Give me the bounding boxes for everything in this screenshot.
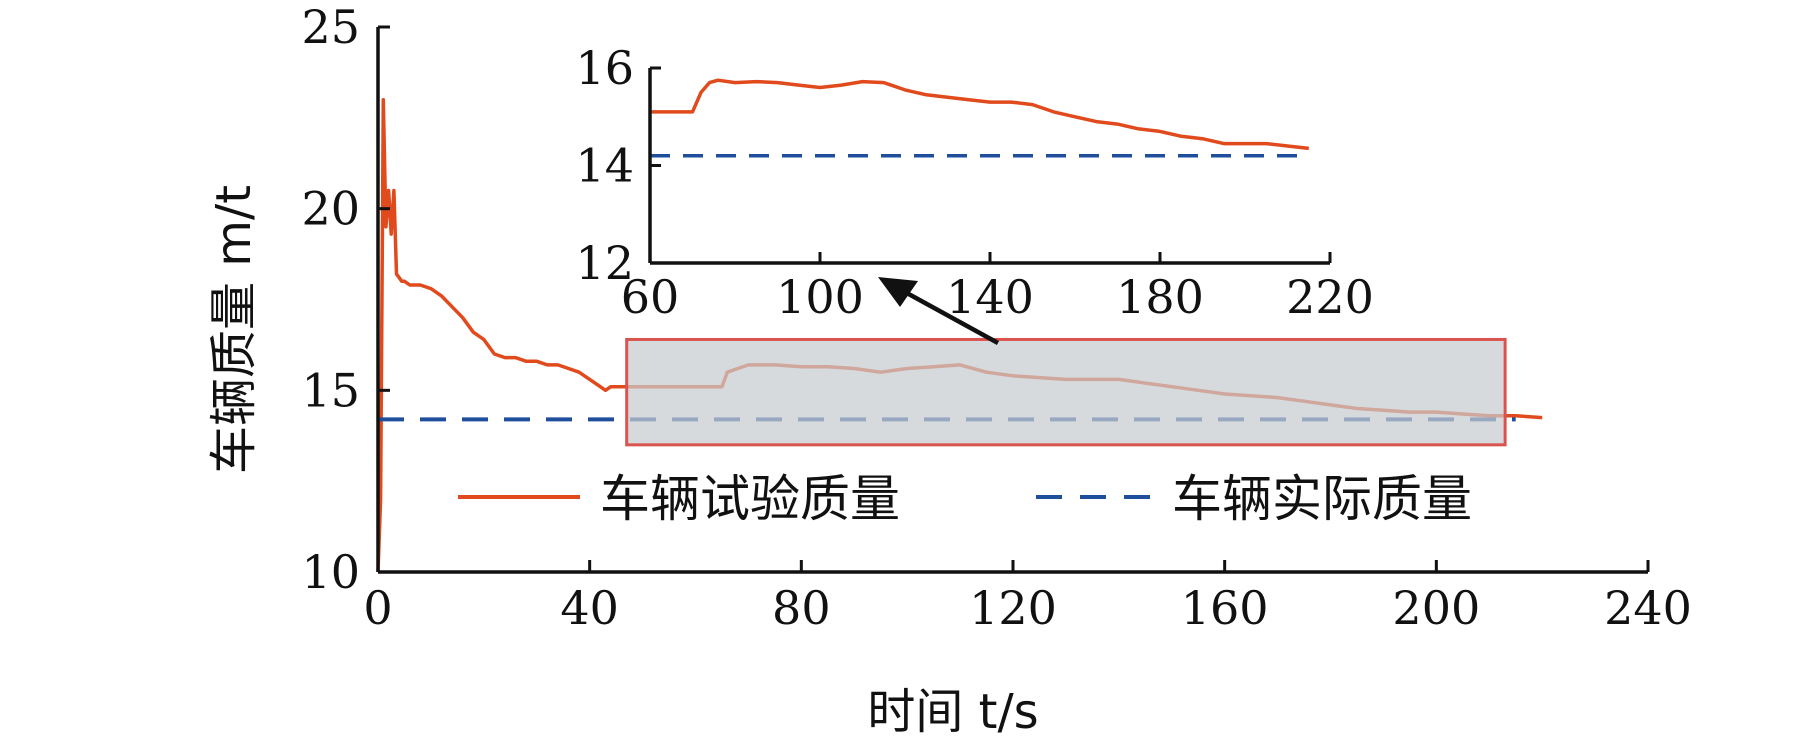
- y-tick-label: 15: [301, 363, 360, 417]
- inset-y-tick-label: 16: [575, 41, 634, 95]
- x-axis-title: 时间 t/s: [867, 684, 1038, 740]
- legend-actual-mass-label: 车辆实际质量: [1172, 470, 1472, 528]
- legend: 车辆试验质量 车辆实际质量: [458, 470, 1472, 528]
- inset-plot: 60 100 140 180 220 12 14 16: [575, 41, 1373, 324]
- inset-x-tick-label: 140: [946, 270, 1034, 324]
- inset-x-tick-label: 220: [1286, 270, 1374, 324]
- y-tick-label: 10: [301, 545, 360, 599]
- inset-x-tick-label: 100: [776, 270, 864, 324]
- x-tick-label: 40: [560, 581, 619, 635]
- inset-x-tick-label: 60: [621, 270, 680, 324]
- y-tick-label: 25: [301, 0, 360, 54]
- callout-arrow-head: [878, 277, 918, 307]
- main-plot: 0 40 80 120 160 200 240 10 15 20 25 时间 t/s 车辆质量 m/t: [206, 0, 1692, 740]
- callout-arrow-shaft: [903, 290, 1000, 345]
- x-tick-label: 200: [1392, 581, 1480, 635]
- zoom-box: [625, 337, 1507, 447]
- zoom-callout-arrow: [878, 277, 1000, 345]
- x-tick-label: 80: [772, 581, 831, 635]
- x-tick-label: 0: [363, 581, 392, 635]
- inset-y-tick-label: 12: [575, 236, 634, 290]
- inset-x-tick-label: 180: [1116, 270, 1204, 324]
- legend-test-mass-label: 车辆试验质量: [600, 470, 900, 528]
- inset-y-tick-label: 14: [575, 139, 634, 193]
- x-tick-label: 240: [1604, 581, 1692, 635]
- x-tick-label: 160: [1181, 581, 1269, 635]
- x-tick-label: 120: [969, 581, 1057, 635]
- inset-test-mass-line: [650, 78, 1309, 151]
- y-axis-title: 车辆质量 m/t: [206, 185, 262, 474]
- y-tick-label: 20: [301, 182, 360, 236]
